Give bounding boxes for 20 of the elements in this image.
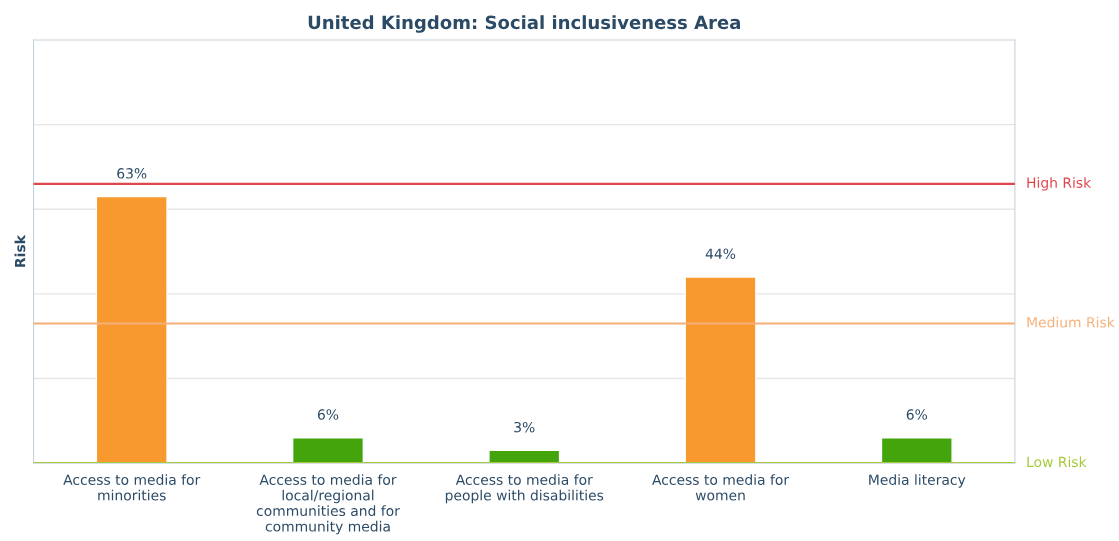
data-label: 3% (514, 421, 535, 433)
x-tick-label: Access to media for local/regional communities and for community media (256, 474, 400, 535)
data-label: 63% (117, 168, 147, 179)
bar (880, 437, 953, 464)
data-label: 44% (705, 248, 736, 259)
ref-line-label: Low Risk (1027, 456, 1087, 468)
x-tick-label: Access to media for people with disabilities (445, 474, 604, 504)
bar (488, 449, 561, 464)
x-tick-label: Access to media for minorities (63, 474, 201, 501)
data-label: 6% (317, 409, 339, 420)
x-tick-label: Access to media for women (652, 474, 790, 501)
x-tick-label: Media literacy (869, 474, 966, 488)
ref-line-label: Medium Risk (1027, 316, 1115, 328)
y-axis-title: Risk (14, 234, 26, 267)
bar (95, 195, 168, 464)
chart-title: United Kingdom: Social inclusiveness Area (308, 15, 740, 33)
bar (291, 437, 365, 464)
data-label: 6% (906, 409, 928, 420)
ref-line-label: High Risk (1027, 177, 1092, 191)
bar (684, 276, 757, 464)
